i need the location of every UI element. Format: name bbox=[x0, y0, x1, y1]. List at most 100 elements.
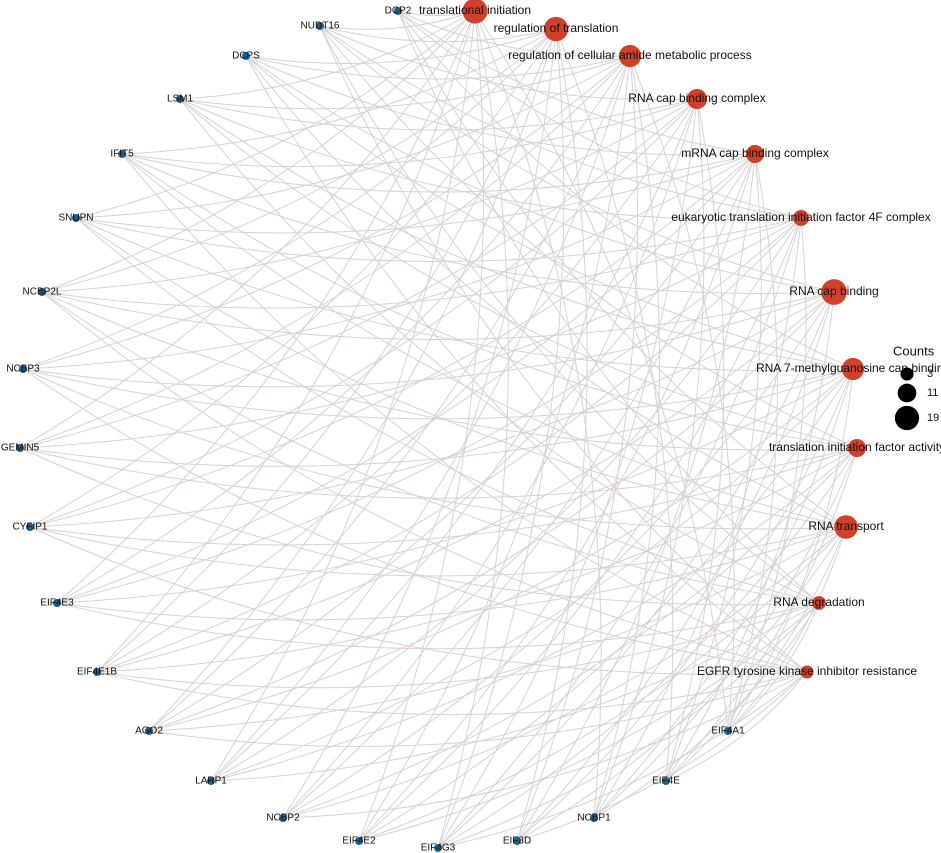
edge bbox=[437, 602, 820, 849]
edge bbox=[437, 10, 509, 849]
edge bbox=[727, 153, 778, 732]
edge bbox=[282, 98, 698, 819]
term-label: RNA 7-methylguanosine cap binding bbox=[756, 361, 941, 375]
gene-label: NUDT16 bbox=[301, 21, 340, 32]
gene-node bbox=[26, 523, 34, 531]
edge bbox=[727, 217, 807, 732]
gene-node bbox=[434, 844, 442, 852]
edge bbox=[210, 447, 858, 782]
gene-node bbox=[38, 288, 46, 296]
gene-label: EIF3D bbox=[503, 836, 531, 847]
edge bbox=[437, 291, 835, 849]
gene-node bbox=[72, 214, 80, 222]
edge bbox=[41, 217, 802, 309]
term-node bbox=[543, 16, 569, 42]
edge bbox=[727, 602, 820, 732]
edges bbox=[19, 10, 858, 849]
gene-label: IFIT5 bbox=[110, 149, 134, 160]
edge bbox=[22, 368, 808, 673]
gene-node bbox=[118, 150, 126, 158]
edge bbox=[319, 25, 808, 673]
gene-node bbox=[53, 599, 61, 607]
edge bbox=[29, 153, 756, 528]
edge bbox=[179, 98, 858, 449]
edge bbox=[282, 153, 756, 819]
edge bbox=[56, 602, 820, 650]
edge bbox=[665, 153, 762, 782]
edge bbox=[148, 368, 854, 732]
edge bbox=[29, 526, 847, 577]
edge bbox=[148, 291, 835, 732]
edge bbox=[358, 55, 631, 842]
edge bbox=[358, 153, 756, 842]
edge bbox=[19, 368, 854, 467]
gene-label: NCBP2 bbox=[266, 813, 300, 824]
edge bbox=[210, 217, 802, 782]
edge bbox=[41, 28, 557, 293]
gene-label: EIF4E3 bbox=[40, 598, 74, 609]
term-node bbox=[686, 88, 708, 110]
edge bbox=[358, 217, 802, 842]
term-node bbox=[848, 439, 866, 457]
term-label: RNA transport bbox=[808, 519, 884, 533]
legend-label: 3 bbox=[927, 368, 933, 380]
edge bbox=[121, 153, 835, 295]
edge bbox=[593, 602, 820, 819]
edge bbox=[397, 10, 756, 155]
gene-label: NCBP2L bbox=[23, 287, 62, 298]
edge bbox=[210, 98, 698, 782]
term-node bbox=[618, 44, 642, 68]
gene-node bbox=[207, 777, 215, 785]
edge bbox=[282, 28, 557, 819]
edge bbox=[665, 291, 835, 782]
edge bbox=[319, 25, 858, 449]
gene-label: EIF4G3 bbox=[421, 843, 456, 853]
term-node bbox=[462, 0, 488, 24]
edge bbox=[245, 55, 854, 370]
gene-label: NCBP1 bbox=[577, 813, 611, 824]
term-label: translation initiation factor activity bbox=[769, 440, 941, 454]
edge bbox=[437, 447, 858, 849]
edge bbox=[96, 10, 476, 673]
edge bbox=[179, 55, 631, 110]
edge bbox=[29, 526, 808, 675]
edge bbox=[245, 55, 631, 80]
term-label: eukaryotic translation initiation factor… bbox=[671, 210, 930, 224]
edge bbox=[19, 447, 858, 499]
edge bbox=[22, 368, 854, 420]
edge bbox=[245, 55, 847, 528]
edge bbox=[319, 25, 802, 219]
edge bbox=[56, 55, 631, 604]
edge bbox=[665, 671, 808, 782]
edge bbox=[516, 671, 808, 842]
term-node bbox=[821, 279, 847, 305]
legend-circle bbox=[897, 383, 917, 403]
gene-node bbox=[279, 814, 287, 822]
edge bbox=[22, 153, 756, 370]
gene-label: CYFIP1 bbox=[12, 522, 47, 533]
edge bbox=[593, 55, 660, 819]
edge bbox=[437, 98, 698, 849]
edge bbox=[179, 98, 820, 604]
edge bbox=[358, 10, 485, 842]
edge bbox=[19, 217, 802, 449]
edge bbox=[75, 217, 802, 262]
term-label: RNA cap binding bbox=[789, 284, 878, 298]
edge bbox=[210, 55, 631, 782]
gene-label: LARP1 bbox=[195, 776, 227, 787]
edge bbox=[179, 98, 854, 370]
term-node bbox=[793, 210, 809, 226]
gene-label: EIF4E bbox=[652, 776, 680, 787]
gene-node bbox=[590, 814, 598, 822]
term-label: regulation of cellular amide metabolic p… bbox=[508, 48, 751, 62]
edge bbox=[96, 98, 698, 673]
gene-label: SNUPN bbox=[58, 213, 93, 224]
edge bbox=[41, 291, 820, 604]
gene-node bbox=[176, 95, 184, 103]
edge bbox=[397, 10, 802, 219]
term-node bbox=[800, 665, 814, 679]
edge bbox=[245, 28, 557, 65]
edge bbox=[96, 217, 802, 673]
edge bbox=[96, 291, 835, 673]
